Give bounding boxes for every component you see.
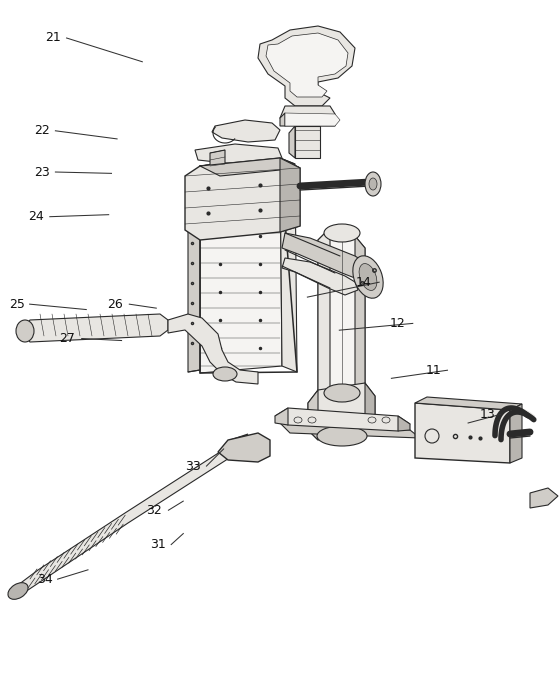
Polygon shape: [185, 158, 300, 240]
Polygon shape: [318, 228, 330, 398]
Text: 23: 23: [34, 166, 50, 178]
Polygon shape: [14, 434, 248, 594]
Polygon shape: [280, 158, 297, 372]
Polygon shape: [200, 158, 300, 176]
Polygon shape: [275, 408, 288, 425]
Text: 26: 26: [107, 298, 123, 310]
Text: 21: 21: [45, 32, 61, 44]
Text: 25: 25: [9, 298, 25, 310]
Polygon shape: [280, 106, 335, 126]
Polygon shape: [282, 233, 372, 280]
Polygon shape: [258, 26, 355, 106]
Polygon shape: [200, 158, 295, 172]
Ellipse shape: [8, 583, 28, 599]
Polygon shape: [266, 33, 348, 97]
Polygon shape: [530, 488, 558, 508]
Polygon shape: [275, 408, 410, 431]
Polygon shape: [318, 228, 365, 398]
Text: 34: 34: [37, 573, 53, 585]
Polygon shape: [295, 126, 320, 158]
Polygon shape: [355, 236, 365, 392]
Ellipse shape: [353, 256, 383, 298]
Polygon shape: [168, 314, 258, 384]
Polygon shape: [20, 314, 168, 342]
Polygon shape: [415, 397, 522, 410]
Text: 24: 24: [29, 211, 44, 223]
Polygon shape: [218, 433, 270, 462]
Polygon shape: [280, 113, 285, 126]
Polygon shape: [308, 390, 318, 440]
Polygon shape: [289, 126, 295, 158]
Ellipse shape: [16, 320, 34, 342]
Text: 27: 27: [59, 332, 75, 345]
Text: 33: 33: [185, 460, 201, 473]
Polygon shape: [308, 383, 375, 440]
Ellipse shape: [324, 224, 360, 242]
Text: 31: 31: [150, 539, 166, 551]
Polygon shape: [285, 113, 340, 126]
Ellipse shape: [369, 178, 377, 190]
Polygon shape: [188, 173, 200, 372]
Polygon shape: [282, 258, 358, 295]
Text: 22: 22: [34, 125, 50, 137]
Text: 32: 32: [146, 504, 162, 517]
Polygon shape: [200, 158, 282, 373]
Text: 14: 14: [356, 276, 372, 288]
Polygon shape: [210, 150, 225, 166]
Polygon shape: [212, 120, 280, 142]
Ellipse shape: [324, 384, 360, 402]
Polygon shape: [195, 144, 282, 166]
Polygon shape: [398, 416, 410, 431]
Polygon shape: [280, 158, 300, 232]
Ellipse shape: [359, 264, 377, 290]
Polygon shape: [365, 383, 375, 433]
Polygon shape: [415, 403, 510, 463]
Text: 12: 12: [390, 317, 405, 330]
Ellipse shape: [317, 426, 367, 446]
Text: 11: 11: [426, 364, 442, 376]
Ellipse shape: [365, 172, 381, 196]
Polygon shape: [510, 404, 522, 463]
Polygon shape: [280, 423, 420, 438]
Text: 13: 13: [479, 408, 495, 420]
Ellipse shape: [213, 367, 237, 381]
